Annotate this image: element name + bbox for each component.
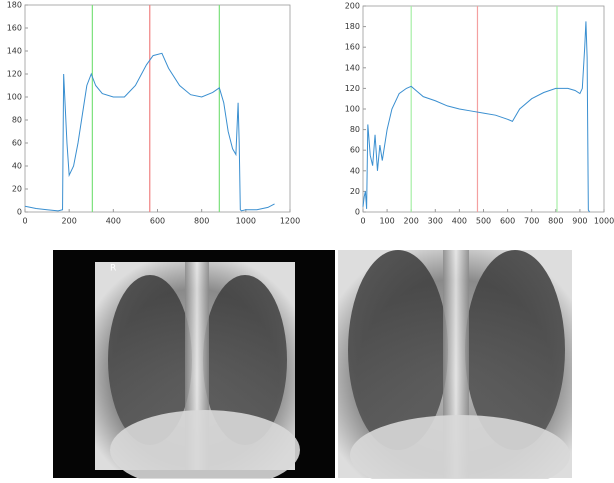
y-tick-label: 0 xyxy=(17,208,22,217)
y-tick-label: 20 xyxy=(350,187,360,196)
y-tick-label: 200 xyxy=(345,2,360,11)
x-tick-label: 800 xyxy=(548,217,563,226)
x-tick-label: 400 xyxy=(106,217,121,226)
y-tick-label: 0 xyxy=(355,208,360,217)
line-series xyxy=(24,52,275,212)
x-tick-label: 1000 xyxy=(236,217,256,226)
y-tick-label: 140 xyxy=(7,47,22,56)
x-tick-label: 100 xyxy=(379,217,394,226)
y-tick-label: 60 xyxy=(12,139,22,148)
y-tick-label: 100 xyxy=(345,105,360,114)
y-tick-label: 80 xyxy=(350,125,360,134)
x-tick-label: 1200 xyxy=(280,217,300,226)
line-series xyxy=(362,21,590,213)
x-tick-label: 600 xyxy=(150,217,165,226)
y-tick-label: 20 xyxy=(12,185,22,194)
plot-area xyxy=(362,5,605,213)
y-tick-label: 80 xyxy=(12,116,22,125)
plot-area xyxy=(24,4,291,213)
y-tick-label: 100 xyxy=(7,93,22,102)
y-tick-label: 120 xyxy=(7,70,22,79)
y-tick-label: 160 xyxy=(345,43,360,52)
y-tick-label: 160 xyxy=(7,24,22,33)
x-tick-label: 600 xyxy=(500,217,515,226)
x-tick-label: 800 xyxy=(194,217,209,226)
y-tick-label: 40 xyxy=(12,162,22,171)
x-tick-label: 900 xyxy=(572,217,587,226)
y-tick-label: 40 xyxy=(350,166,360,175)
x-tick-label: 400 xyxy=(452,217,467,226)
y-tick-label: 180 xyxy=(7,1,22,10)
x-tick-label: 1000 xyxy=(594,217,614,226)
xray-right xyxy=(338,250,572,483)
x-tick-label: 700 xyxy=(524,217,539,226)
x-tick-label: 200 xyxy=(404,217,419,226)
x-tick-label: 0 xyxy=(22,217,27,226)
xray-marker: R xyxy=(110,264,116,274)
y-tick-label: 180 xyxy=(345,22,360,31)
x-tick-label: 300 xyxy=(428,217,443,226)
x-tick-label: 0 xyxy=(360,217,365,226)
y-tick-label: 60 xyxy=(350,146,360,155)
x-tick-label: 200 xyxy=(62,217,77,226)
y-tick-label: 140 xyxy=(345,63,360,72)
x-tick-label: 500 xyxy=(476,217,491,226)
xray-left: R xyxy=(53,250,335,483)
y-tick-label: 120 xyxy=(345,84,360,93)
